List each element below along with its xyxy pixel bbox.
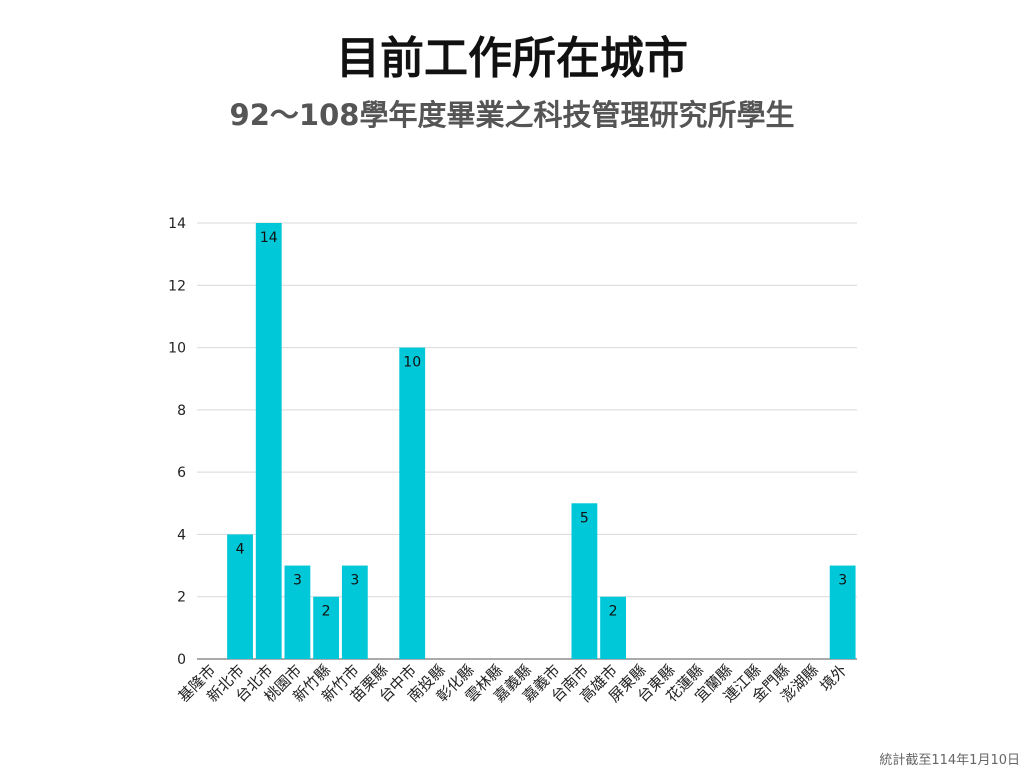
data-label: 5: [580, 510, 589, 526]
chart-subtitle: 92～108學年度畢業之科技管理研究所學生: [229, 98, 795, 132]
data-label: 3: [838, 573, 847, 589]
data-label: 3: [350, 573, 359, 589]
bar: [341, 565, 368, 659]
bar: [313, 596, 340, 659]
data-label: 3: [293, 573, 302, 589]
data-label: 4: [236, 541, 245, 557]
data-label: 2: [609, 604, 618, 620]
y-tick-label: 2: [177, 590, 186, 606]
y-tick-label: 14: [168, 216, 186, 232]
y-tick-label: 6: [177, 465, 186, 481]
data-label: 14: [260, 230, 278, 246]
footnote: 統計截至114年1月10日: [879, 753, 1020, 768]
bar: [227, 534, 253, 659]
data-label: 10: [403, 355, 421, 371]
y-tick-label: 4: [177, 527, 186, 543]
bar: [284, 565, 311, 659]
bar: [829, 565, 856, 659]
bar: [255, 223, 282, 659]
bar: [600, 596, 626, 659]
y-tick-label: 10: [168, 341, 186, 357]
bar: [571, 503, 598, 659]
y-tick-label: 12: [168, 278, 186, 294]
x-tick-label: 境外: [817, 661, 851, 695]
data-label: 2: [322, 604, 331, 620]
bar: [399, 347, 426, 659]
y-tick-label: 0: [177, 652, 186, 668]
y-tick-label: 8: [177, 403, 186, 419]
chart-title: 目前工作所在城市: [336, 33, 688, 84]
